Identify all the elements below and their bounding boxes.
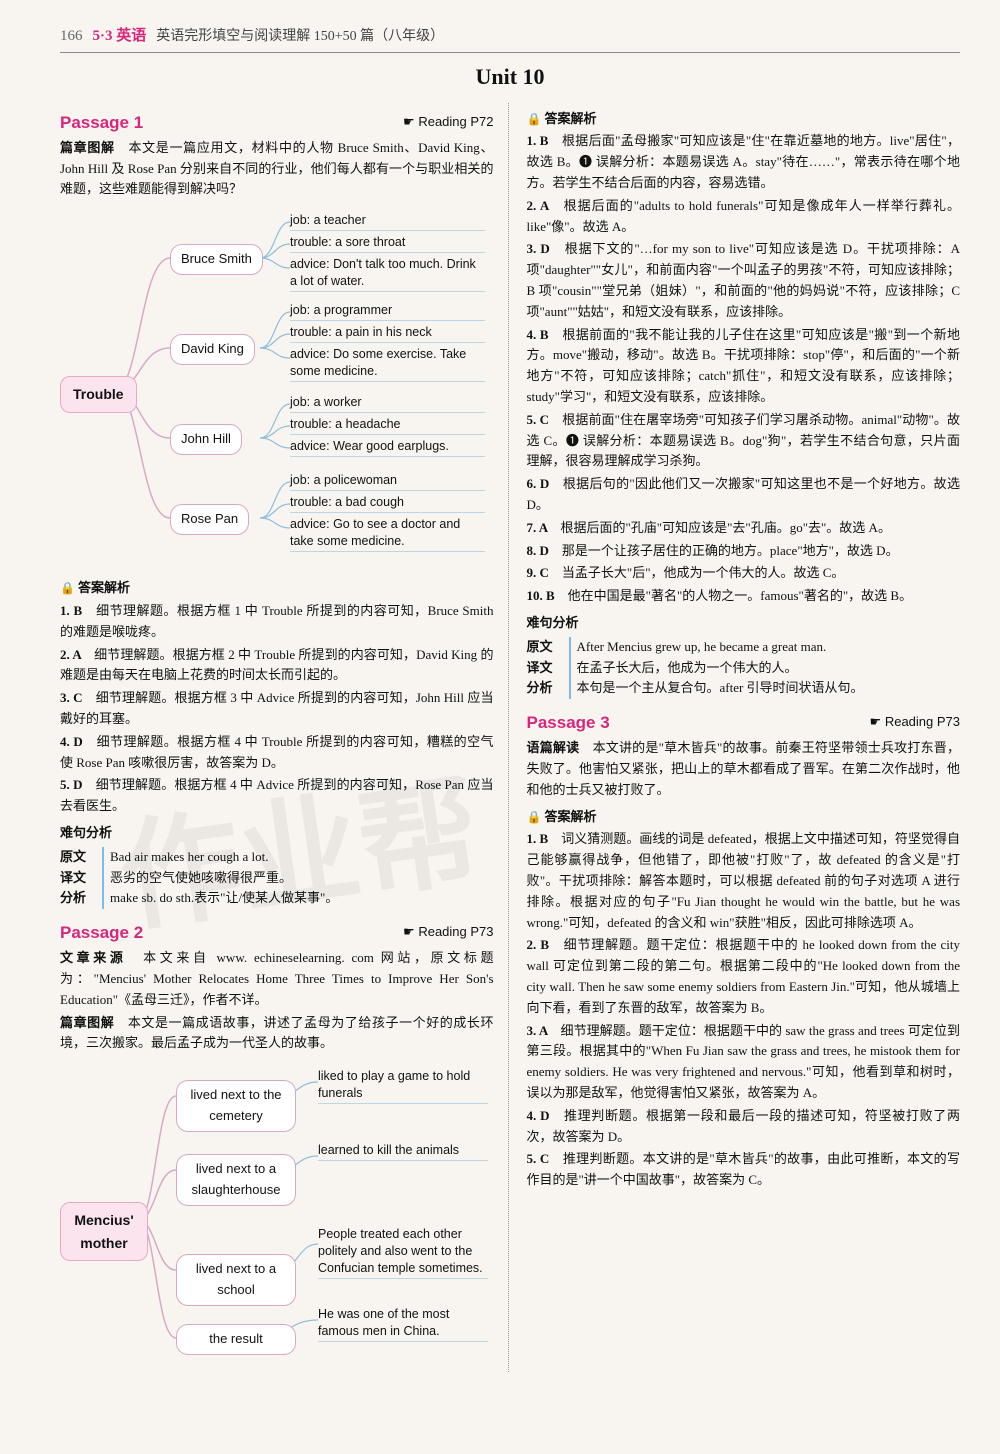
p1-ans-hd: 答案解析 [60, 578, 494, 599]
answer-item: 4. B 根据前面的"我不能让我的儿子住在这里"可知应该是"搬"到一个新地方。m… [527, 325, 961, 408]
map1-leaf: advice: Go to see a doctor and take some… [290, 516, 485, 552]
map1-root: Trouble [60, 376, 137, 412]
map1-leaf: advice: Do some exercise. Take some medi… [290, 346, 485, 382]
p1-intro: 本文是一篇应用文，材料中的人物 Bruce Smith、David King、J… [60, 140, 494, 197]
map1-leaf: trouble: a headache [290, 416, 485, 435]
left-column: Passage 1 Reading P72 篇章图解 本文是一篇应用文，材料中的… [60, 103, 509, 1373]
p2-src-label: 文章来源 [60, 950, 127, 965]
map2-leaf: People treated each other politely and a… [318, 1226, 488, 1279]
p3-ans-hd: 答案解析 [527, 807, 961, 828]
map1-leaf: job: a policewoman [290, 472, 485, 491]
passage1-ref: Reading P72 [403, 112, 493, 133]
p2r-ans-hd: 答案解析 [527, 109, 961, 130]
map1-leaf: trouble: a pain in his neck [290, 324, 485, 343]
p3-intro-label: 语篇解读 [527, 740, 580, 755]
p1-orig: Bad air makes her cough a lot. [102, 847, 494, 868]
p2r-orig: After Mencius grew up, he became a great… [569, 637, 961, 658]
answer-item: 1. B 细节理解题。根据方框 1 中 Trouble 所提到的内容可知，Bru… [60, 601, 494, 643]
answer-item: 2. A 根据后面的"adults to hold funerals"可知是像成… [527, 196, 961, 238]
passage2-ref: Reading P73 [403, 922, 493, 943]
tag-trans: 译文 [60, 868, 94, 889]
p3-intro: 本文讲的是"草木皆兵"的故事。前秦王符坚带领士兵攻打东晋，失败了。他害怕又紧张，… [527, 740, 961, 797]
page-header: 166 5·3 英语 英语完形填空与阅读理解 150+50 篇（八年级） [60, 24, 960, 53]
p2r-note: 本句是一个主从复合句。after 引导时间状语从句。 [569, 678, 961, 699]
map1-leaf: advice: Wear good earplugs. [290, 438, 485, 457]
tag-orig: 原文 [60, 847, 94, 868]
p1-sent-hd: 难句分析 [60, 823, 494, 844]
answer-item: 7. A 根据后面的"孔庙"可知应该是"去"孔庙。go"去"。故选 A。 [527, 518, 961, 539]
map2-leaf: He was one of the most famous men in Chi… [318, 1306, 488, 1342]
p1-intro-label: 篇章图解 [60, 140, 115, 155]
p3-answers: 1. B 词义猜测题。画线的词是 defeated，根据上文中描述可知，符坚觉得… [527, 829, 961, 1191]
answer-item: 8. D 那是一个让孩子居住的正确的地方。place"地方"，故选 D。 [527, 541, 961, 562]
book-brand: 5·3 英语 [93, 24, 147, 48]
answer-item: 2. A 细节理解题。根据方框 2 中 Trouble 所提到的内容可知，Dav… [60, 645, 494, 687]
tag-trans2: 译文 [527, 658, 561, 679]
answer-item: 9. C 当孟子长大"后"，他成为一个伟大的人。故选 C。 [527, 563, 961, 584]
unit-title: Unit 10 [60, 59, 960, 94]
map1-leaf: job: a programmer [290, 302, 485, 321]
answer-item: 4. D 细节理解题。根据方框 4 中 Trouble 所提到的内容可知，糟糕的… [60, 732, 494, 774]
right-column: 答案解析 1. B 根据后面"孟母搬家"可知应该是"住"在靠近墓地的地方。liv… [527, 103, 961, 1373]
answer-item: 1. B 根据后面"孟母搬家"可知应该是"住"在靠近墓地的地方。live"居住"… [527, 131, 961, 193]
answer-item: 6. D 根据后句的"因此他们又一次搬家"可知这里也不是一个好地方。故选 D。 [527, 474, 961, 516]
passage2-mindmap: Mencius' mother lived next to the cemete… [60, 1062, 494, 1362]
map2-mid: lived next to the cemetery [176, 1080, 296, 1132]
map2-leaf: learned to kill the animals [318, 1142, 488, 1161]
passage1-title: Passage 1 [60, 109, 143, 136]
p2r-answers: 1. B 根据后面"孟母搬家"可知应该是"住"在靠近墓地的地方。live"居住"… [527, 131, 961, 607]
map1-person: David King [170, 334, 255, 365]
map2-root: Mencius' mother [60, 1202, 148, 1261]
answer-item: 4. D 推理判断题。根据第一段和最后一段的描述可知，符坚被打败了两次，故答案为… [527, 1106, 961, 1148]
p2r-trans: 在孟子长大后，他成为一个伟大的人。 [569, 658, 961, 679]
map2-mid: lived next to a slaughterhouse [176, 1154, 296, 1206]
map1-leaf: trouble: a sore throat [290, 234, 485, 253]
map1-person: John Hill [170, 424, 242, 455]
answer-item: 10. B 他在中国是最"著名"的人物之一。famous"著名的"，故选 B。 [527, 586, 961, 607]
map1-leaf: job: a teacher [290, 212, 485, 231]
map1-leaf: advice: Don't talk too much. Drink a lot… [290, 256, 485, 292]
answer-item: 5. D 细节理解题。根据方框 4 中 Advice 所提到的内容可知，Rose… [60, 775, 494, 817]
answer-item: 2. B 细节理解题。题干定位：根据题干中的 he looked down fr… [527, 935, 961, 1018]
p1-trans: 恶劣的空气使她咳嗽得很严重。 [102, 868, 494, 889]
p2-intro: 本文是一篇成语故事，讲述了孟母为了给孩子一个好的成长环境，三次搬家。最后孟子成为… [60, 1015, 493, 1051]
map1-leaf: trouble: a bad cough [290, 494, 485, 513]
map1-person: Bruce Smith [170, 244, 263, 275]
tag-note: 分析 [60, 888, 94, 909]
map2-mid: the result [176, 1324, 296, 1355]
answer-item: 3. C 细节理解题。根据方框 3 中 Advice 所提到的内容可知，John… [60, 688, 494, 730]
p2r-sent-hd: 难句分析 [527, 613, 961, 634]
p1-note: make sb. do sth.表示"让/使某人做某事"。 [102, 888, 494, 909]
p1-answers: 1. B 细节理解题。根据方框 1 中 Trouble 所提到的内容可知，Bru… [60, 601, 494, 817]
answer-item: 3. A 细节理解题。题干定位：根据题干中的 saw the grass and… [527, 1021, 961, 1104]
book-title: 英语完形填空与阅读理解 150+50 篇（八年级） [156, 26, 444, 48]
page-number: 166 [60, 24, 83, 48]
passage3-ref: Reading P73 [870, 712, 960, 733]
tag-note2: 分析 [527, 678, 561, 699]
answer-item: 1. B 词义猜测题。画线的词是 defeated，根据上文中描述可知，符坚觉得… [527, 829, 961, 933]
map1-leaf: job: a worker [290, 394, 485, 413]
map2-leaf: liked to play a game to hold funerals [318, 1068, 488, 1104]
passage2-title: Passage 2 [60, 919, 143, 946]
answer-item: 3. D 根据下文的"…for my son to live"可知应该是选 D。… [527, 239, 961, 322]
passage1-mindmap: Trouble Bruce Smith job: a teacher trouble… [60, 208, 494, 568]
map1-person: Rose Pan [170, 504, 249, 535]
answer-item: 5. C 推理判断题。本文讲的是"草木皆兵"的故事，由此可推断，本文的写作目的是… [527, 1149, 961, 1191]
p2-intro-label: 篇章图解 [60, 1015, 114, 1030]
map2-mid: lived next to a school [176, 1254, 296, 1306]
passage3-title: Passage 3 [527, 709, 610, 736]
answer-item: 5. C 根据前面"住在屠宰场旁"可知孩子们学习屠杀动物。animal"动物"。… [527, 410, 961, 472]
tag-orig2: 原文 [527, 637, 561, 658]
